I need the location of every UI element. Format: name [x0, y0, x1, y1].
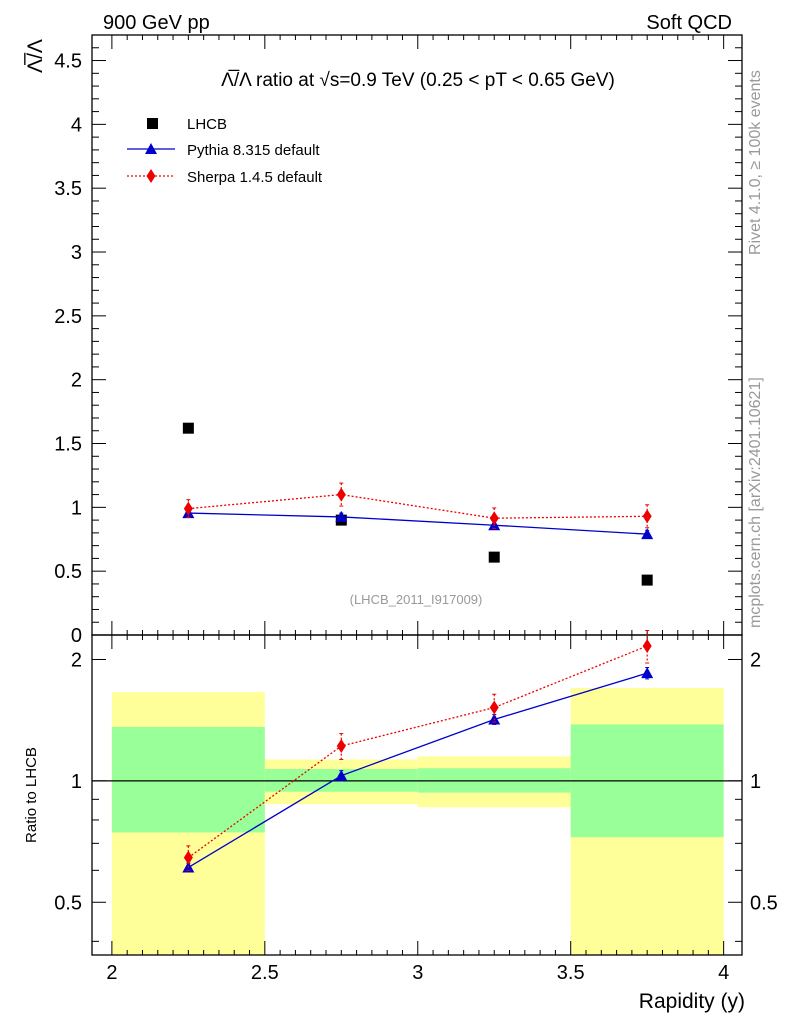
main-sherpa-point — [489, 511, 499, 526]
ratio-plot-frame — [91, 634, 743, 956]
main-sherpa-point — [642, 509, 652, 524]
legend-pythia-marker — [145, 143, 157, 154]
main-y-tick-label: 1 — [71, 497, 82, 519]
main-sherpa-point — [183, 501, 193, 516]
ratio-sherpa-point — [336, 739, 346, 754]
ratio-y-tick-label-right: 2 — [750, 649, 761, 671]
main-sherpa-line — [188, 493, 648, 519]
legend-lhcb-label: LHCB — [187, 116, 227, 133]
main-pythia-point — [335, 510, 348, 522]
ratio-y-tick-label-right: 0.5 — [750, 892, 778, 914]
main-title-text: Λ̅/Λ ratio at √s=0.9 TeV (0.25 < pT < 0.… — [221, 70, 615, 91]
main-y-tick-label: 4 — [71, 114, 82, 136]
main-title: Λ̅/Λ ratio at √s=0.9 TeV (0.25 < pT < 0.… — [221, 70, 615, 91]
main-pythia-point — [641, 528, 654, 540]
main-y-tick-label: 0.5 — [54, 561, 82, 583]
ratio-ylabel: Ratio to LHCB — [23, 747, 40, 843]
x-axis-label: Rapidity (y) — [639, 990, 745, 1013]
main-y-tick-label: 3.5 — [54, 178, 82, 200]
legend-pythia-label: Pythia 8.315 default — [187, 142, 320, 159]
legend-sherpa-label: Sherpa 1.4.5 default — [187, 169, 323, 186]
main-sherpa-point — [336, 487, 346, 502]
header-right: Soft QCD — [646, 12, 732, 34]
ratio-y-tick-label: 1 — [71, 771, 82, 793]
main-lhcb-point — [641, 574, 653, 586]
ratio-band-inner — [111, 727, 265, 833]
main-y-tick-label: 4.5 — [54, 51, 82, 73]
ratio-sherpa-line — [187, 645, 648, 859]
x-tick-label: 2.5 — [251, 962, 279, 984]
ratio-pythia-line — [188, 672, 648, 868]
x-tick-label: 4 — [718, 962, 729, 984]
legend: LHCB Pythia 8.315 default Sherpa 1.4.5 d… — [127, 116, 323, 186]
main-y-tick-label: 3 — [71, 242, 82, 264]
ratio-y-tick-label-right: 1 — [750, 771, 761, 793]
analysis-watermark: (LHCB_2011_I917009) — [350, 592, 483, 607]
legend-sherpa-marker — [146, 169, 156, 183]
main-y-tick-label: 0 — [71, 625, 82, 647]
main-lhcb-point — [182, 422, 194, 434]
ratio-pythia-point — [335, 769, 348, 781]
legend-lhcb-marker — [147, 118, 158, 129]
mcplots-label: mcplots.cern.ch [arXiv:2401.10621] — [747, 377, 764, 628]
ratio-y-tick-label: 2 — [71, 649, 82, 671]
main-y-tick-label: 2.5 — [54, 306, 82, 328]
ratio-pythia-point — [641, 667, 654, 679]
main-ylabel: Λ̅/Λ — [24, 39, 47, 73]
ratio-sherpa-point — [489, 700, 499, 715]
main-pythia-line — [188, 512, 648, 535]
ratio-sherpa-point — [183, 850, 193, 865]
main-y-tick-label: 1.5 — [54, 434, 82, 456]
ratio-y-tick-label: 0.5 — [54, 892, 82, 914]
x-tick-label: 2 — [106, 962, 117, 984]
main-y-tick-label: 2 — [71, 370, 82, 392]
rivet-label: Rivet 4.1.0, ≥ 100k events — [747, 70, 764, 255]
header-left: 900 GeV pp — [103, 12, 210, 34]
ratio-sherpa-point — [642, 638, 652, 653]
x-tick-label: 3.5 — [557, 962, 585, 984]
x-tick-label: 3 — [412, 962, 423, 984]
main-lhcb-point — [488, 551, 500, 563]
